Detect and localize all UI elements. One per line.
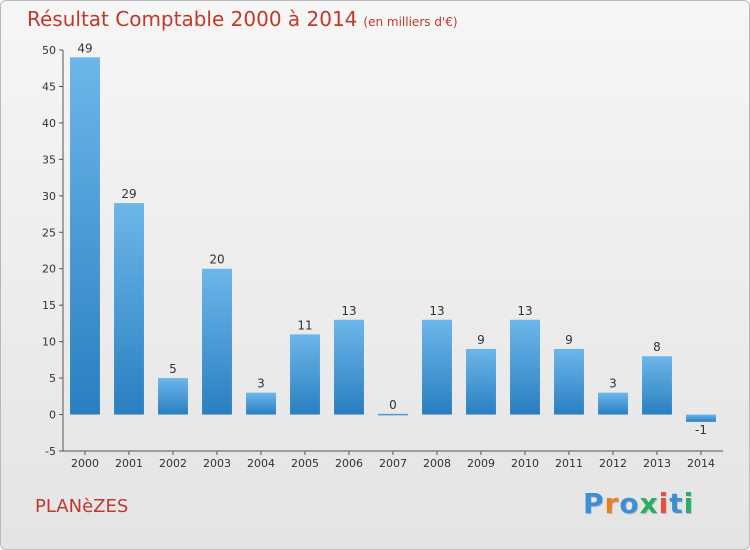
logo-letter: x	[639, 487, 659, 520]
y-tick-label: 25	[42, 226, 56, 239]
bar-value-label: 0	[389, 398, 397, 412]
logo-letter: i	[658, 487, 670, 520]
bar	[686, 414, 716, 422]
chart-title: Résultat Comptable 2000 à 2014 (en millie…	[27, 7, 458, 31]
bar	[246, 392, 276, 415]
bar-value-label: 3	[257, 377, 265, 391]
bar	[202, 268, 232, 415]
bar-value-label: 13	[517, 304, 532, 318]
bar-value-label: 9	[477, 333, 485, 347]
bar-value-label: 13	[429, 304, 444, 318]
bar	[510, 319, 540, 415]
y-tick-label: 15	[42, 299, 56, 312]
bar-value-label: 20	[209, 253, 224, 267]
x-tick-label: 2000	[71, 457, 99, 470]
y-tick-label: 45	[42, 80, 56, 93]
y-tick-label: -5	[45, 445, 56, 458]
bar	[554, 348, 584, 415]
x-tick-label: 2013	[643, 457, 671, 470]
x-tick-label: 2004	[247, 457, 275, 470]
y-tick-label: 35	[42, 153, 56, 166]
x-tick-label: 2011	[555, 457, 583, 470]
bar-value-label: 5	[169, 362, 177, 376]
y-tick-label: 20	[42, 263, 56, 276]
bar	[114, 203, 144, 415]
bar-value-label: 9	[565, 333, 573, 347]
title-text: Résultat Comptable 2000 à 2014	[27, 7, 358, 31]
x-tick-label: 2008	[423, 457, 451, 470]
y-tick-label: 40	[42, 117, 56, 130]
bar-value-label: 8	[653, 340, 661, 354]
bar	[466, 348, 496, 415]
bar	[158, 378, 188, 415]
y-tick-label: 5	[49, 372, 56, 385]
bar	[422, 319, 452, 415]
logo-letter: r	[604, 487, 620, 520]
y-tick-label: 10	[42, 336, 56, 349]
x-tick-label: 2002	[159, 457, 187, 470]
bar	[598, 392, 628, 415]
bar-value-label: 3	[609, 377, 617, 391]
y-tick-label: 50	[42, 44, 56, 57]
title-unit: (en milliers d'€)	[363, 15, 458, 29]
x-tick-label: 2001	[115, 457, 143, 470]
logo-letter: i	[683, 487, 695, 520]
x-tick-label: 2007	[379, 457, 407, 470]
bar	[378, 413, 408, 416]
bar-value-label: 13	[341, 304, 356, 318]
x-tick-label: 2014	[687, 457, 715, 470]
bar	[70, 57, 100, 415]
logo-letter: t	[669, 487, 684, 520]
proxiti-logo: Proxiti	[583, 487, 694, 520]
bar-value-label: -1	[695, 423, 707, 437]
bar	[334, 319, 364, 415]
x-tick-label: 2012	[599, 457, 627, 470]
x-tick-label: 2005	[291, 457, 319, 470]
y-tick-label: 30	[42, 190, 56, 203]
x-tick-label: 2010	[511, 457, 539, 470]
x-tick-label: 2003	[203, 457, 231, 470]
x-tick-label: 2009	[467, 457, 495, 470]
bar-value-label: 29	[121, 187, 136, 201]
y-tick-label: 0	[49, 409, 56, 422]
bar	[642, 356, 672, 415]
commune-name: PLANèZES	[35, 496, 129, 517]
bar-value-label: 49	[77, 41, 92, 55]
bar-value-label: 11	[297, 318, 312, 332]
logo-letter: o	[619, 487, 640, 520]
bar	[290, 334, 320, 415]
x-tick-label: 2006	[335, 457, 363, 470]
logo-letter: P	[583, 487, 605, 520]
